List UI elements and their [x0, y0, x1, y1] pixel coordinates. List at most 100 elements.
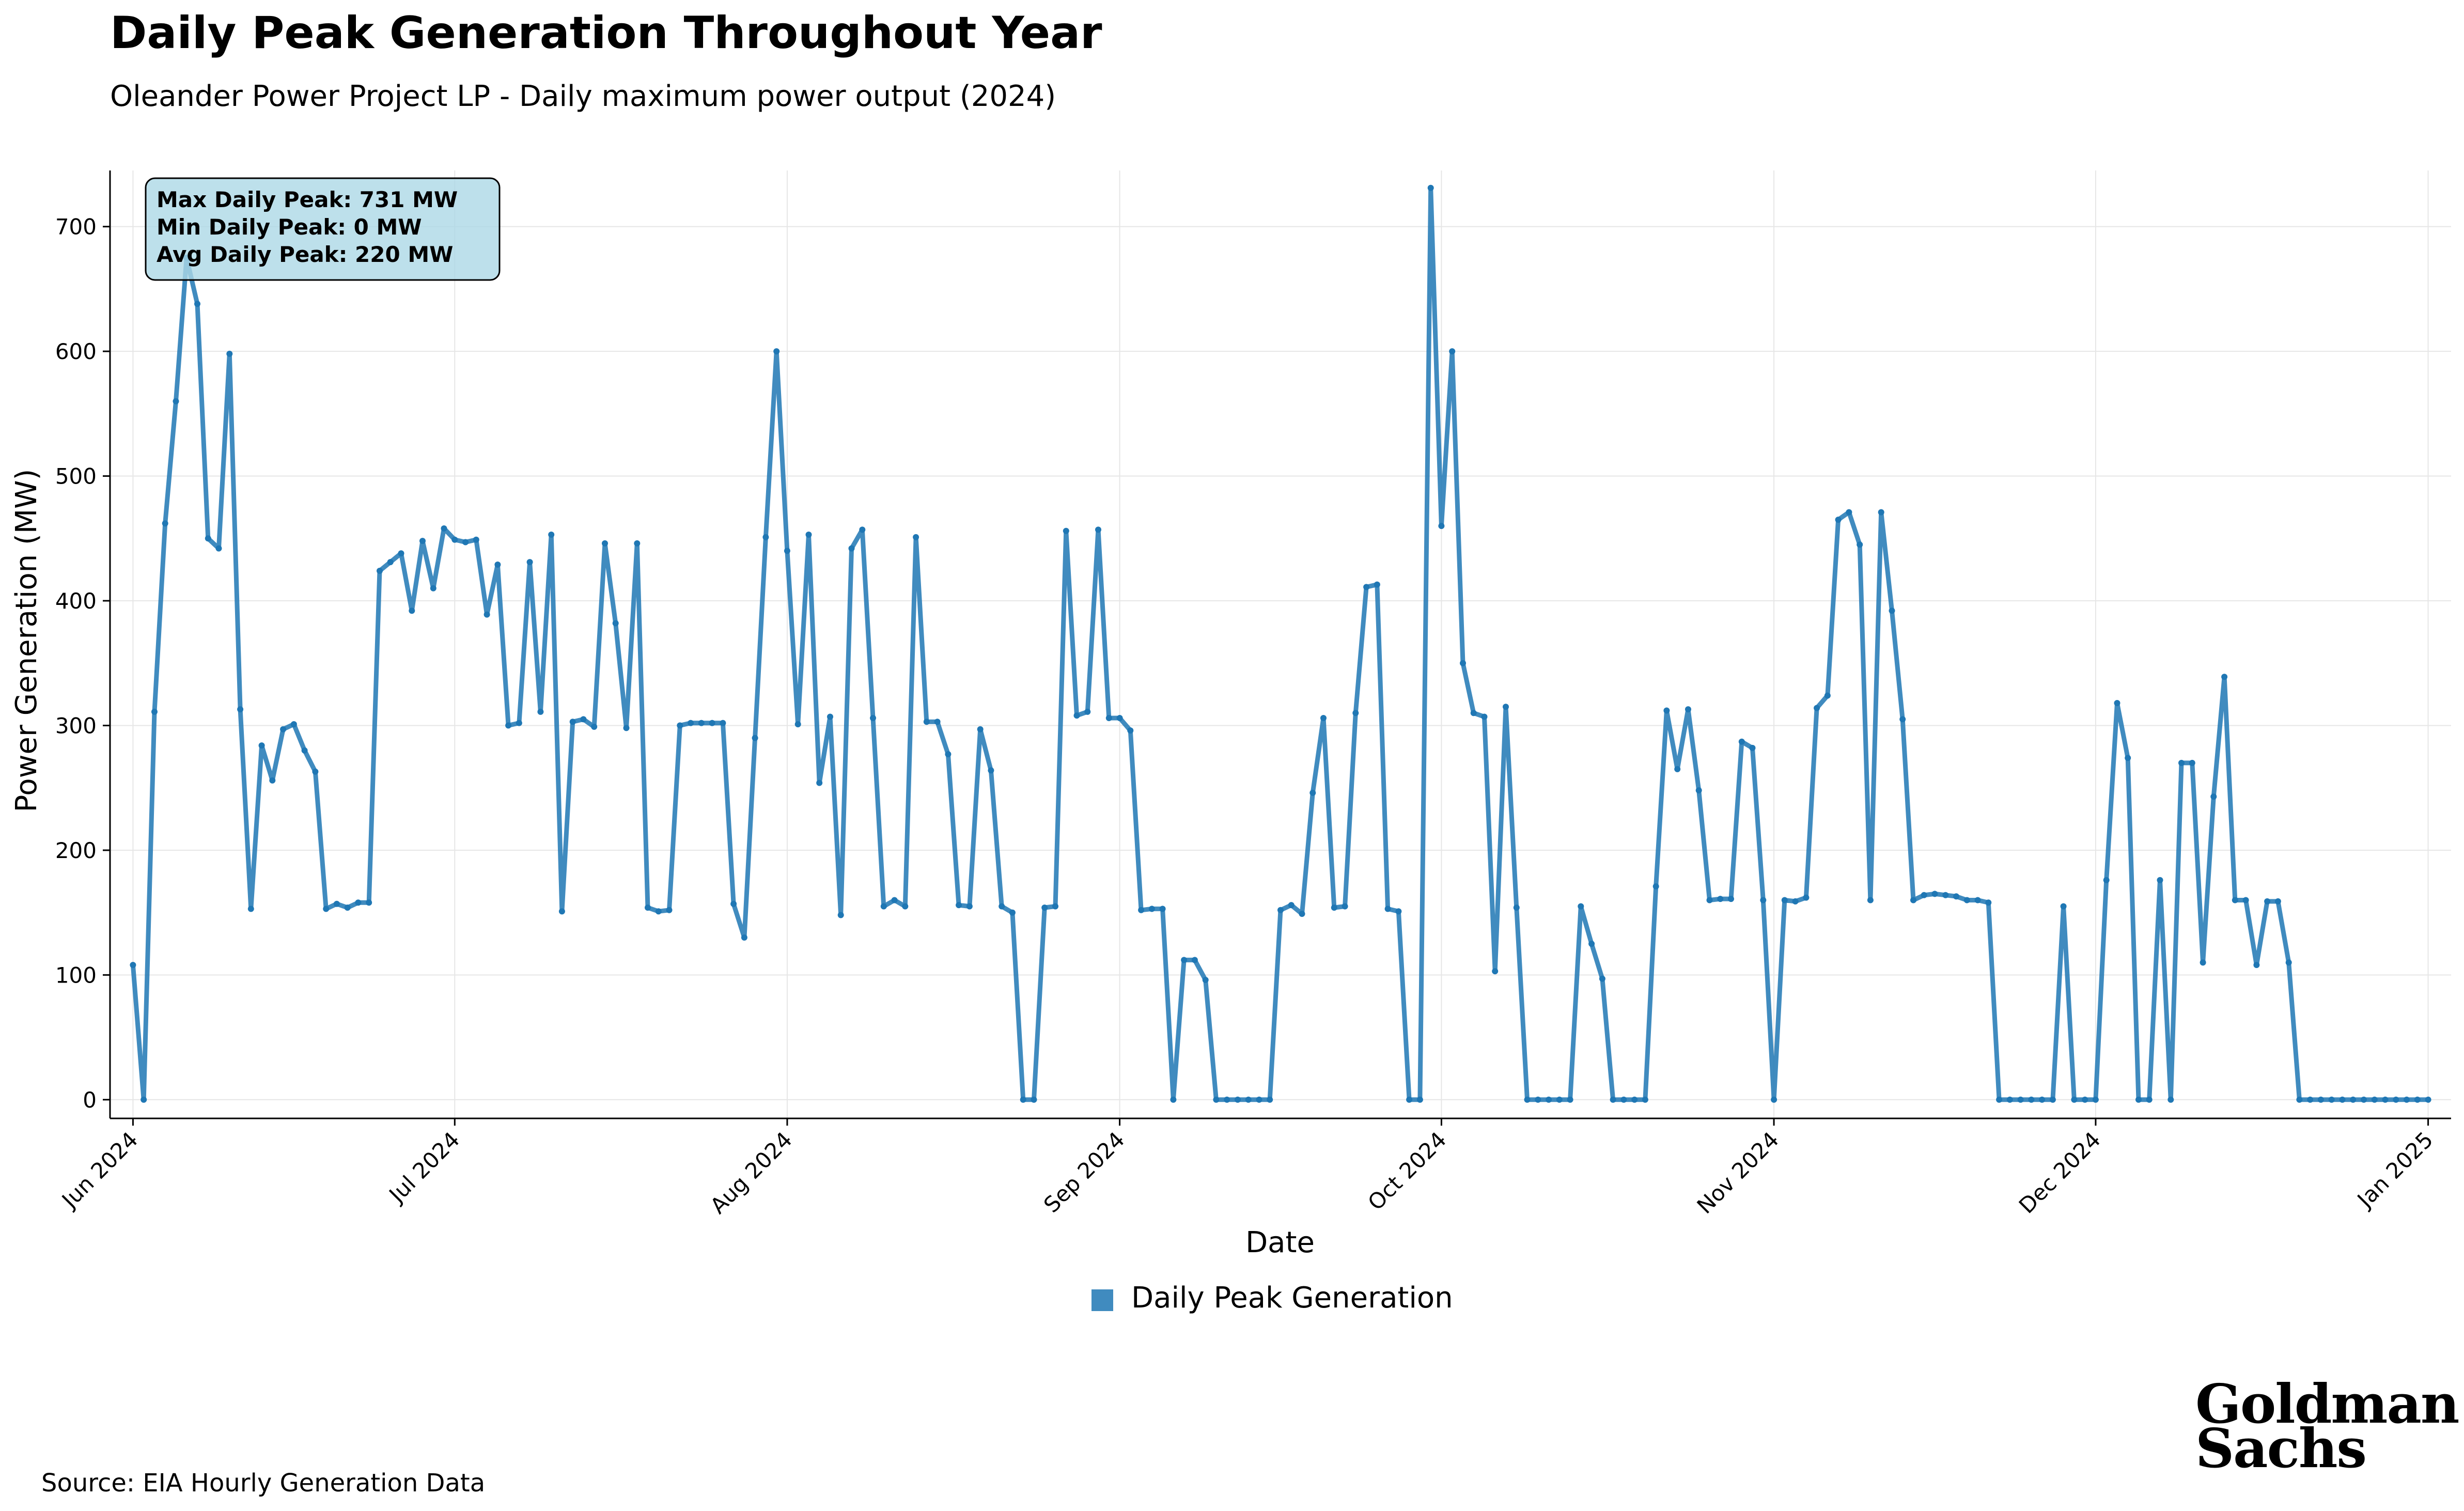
data-point	[387, 559, 394, 566]
data-point	[1170, 1096, 1177, 1103]
data-point	[677, 722, 683, 729]
data-point	[1749, 744, 1756, 751]
data-point	[2210, 793, 2217, 800]
data-point	[1792, 898, 1799, 905]
stats-line: Avg Daily Peak: 220 MW	[157, 242, 453, 267]
legend: Daily Peak Generation	[1091, 1281, 1453, 1315]
data-point	[1320, 715, 1327, 721]
data-point	[205, 535, 211, 542]
data-point	[2242, 897, 2249, 904]
data-point	[602, 540, 608, 547]
y-tick-label: 500	[55, 464, 97, 489]
data-point	[1116, 715, 1123, 721]
x-tick-label: Nov 2024	[1692, 1127, 1784, 1219]
data-point	[2414, 1096, 2421, 1103]
data-point	[2092, 1096, 2099, 1103]
x-tick-label: Oct 2024	[1363, 1127, 1451, 1215]
data-point	[1481, 713, 1488, 720]
data-point	[2017, 1096, 2024, 1103]
data-point	[827, 713, 833, 720]
data-point	[1460, 660, 1466, 666]
data-point	[2285, 959, 2292, 966]
data-point	[1406, 1096, 1413, 1103]
data-point	[1578, 903, 1584, 910]
data-point	[2028, 1096, 2035, 1103]
brand-logo-line1: Goldman	[2195, 1372, 2459, 1436]
data-point	[1384, 906, 1391, 912]
data-point	[1910, 897, 1916, 904]
data-point	[816, 780, 823, 786]
data-point	[419, 538, 426, 544]
data-point	[1020, 1096, 1026, 1103]
data-point	[569, 719, 576, 725]
x-axis-label: Date	[1245, 1226, 1315, 1259]
data-point	[1052, 903, 1058, 910]
data-point	[2393, 1096, 2399, 1103]
data-point	[516, 720, 522, 726]
data-point	[1824, 692, 1831, 699]
data-point	[1899, 716, 1906, 723]
data-point	[1374, 581, 1380, 588]
data-point	[1556, 1096, 1563, 1103]
data-point	[805, 532, 812, 538]
data-point	[794, 721, 801, 727]
data-point	[1567, 1096, 1573, 1103]
data-point	[623, 725, 630, 731]
data-point	[451, 536, 458, 543]
data-point	[859, 526, 866, 533]
y-tick-label: 200	[55, 838, 97, 863]
data-point	[2157, 877, 2163, 883]
chart-subtitle: Oleander Power Project LP - Daily maximu…	[110, 80, 1056, 113]
data-point	[2339, 1096, 2346, 1103]
data-point	[923, 719, 930, 725]
data-point	[173, 398, 179, 404]
data-point	[1685, 706, 1691, 713]
data-point	[194, 301, 200, 307]
data-point	[247, 906, 254, 912]
data-point	[526, 559, 533, 566]
data-point	[977, 726, 984, 733]
data-point	[612, 620, 619, 627]
brand-logo-line2: Sachs	[2195, 1416, 2367, 1480]
data-point	[2049, 1096, 2056, 1103]
data-point	[1492, 968, 1499, 975]
data-point	[580, 716, 587, 723]
data-point	[1674, 766, 1681, 772]
data-point	[1245, 1096, 1252, 1103]
legend-label: Daily Peak Generation	[1131, 1281, 1453, 1315]
data-point	[1878, 509, 1884, 516]
legend-swatch	[1091, 1289, 1113, 1311]
data-point	[645, 905, 651, 911]
data-point	[151, 708, 158, 715]
data-point	[1985, 899, 1992, 906]
data-point	[1438, 523, 1445, 529]
data-point	[1846, 509, 1852, 516]
data-point	[141, 1096, 147, 1103]
data-point	[720, 720, 726, 726]
data-point	[484, 611, 490, 618]
data-point	[1181, 957, 1188, 963]
data-point	[1535, 1096, 1541, 1103]
data-point	[237, 706, 244, 713]
data-point	[344, 905, 351, 911]
data-point	[1148, 906, 1155, 912]
data-point	[591, 723, 598, 730]
data-point	[323, 906, 330, 912]
data-point	[837, 912, 844, 918]
x-tick-label: Sep 2024	[1039, 1127, 1130, 1218]
data-point	[1309, 789, 1316, 796]
x-tick-label: Jul 2024	[383, 1127, 465, 1208]
data-point	[162, 520, 168, 527]
data-point	[1277, 907, 1284, 913]
data-point	[634, 540, 641, 547]
data-point	[215, 545, 222, 552]
data-point	[1706, 897, 1713, 904]
data-point	[934, 719, 941, 725]
series-line	[130, 185, 2431, 1102]
series-daily-peak-generation	[130, 184, 2431, 1103]
data-point	[1781, 897, 1788, 904]
data-point	[366, 899, 372, 906]
data-point	[1256, 1096, 1262, 1103]
data-point	[2404, 1096, 2410, 1103]
data-point	[1620, 1096, 1627, 1103]
